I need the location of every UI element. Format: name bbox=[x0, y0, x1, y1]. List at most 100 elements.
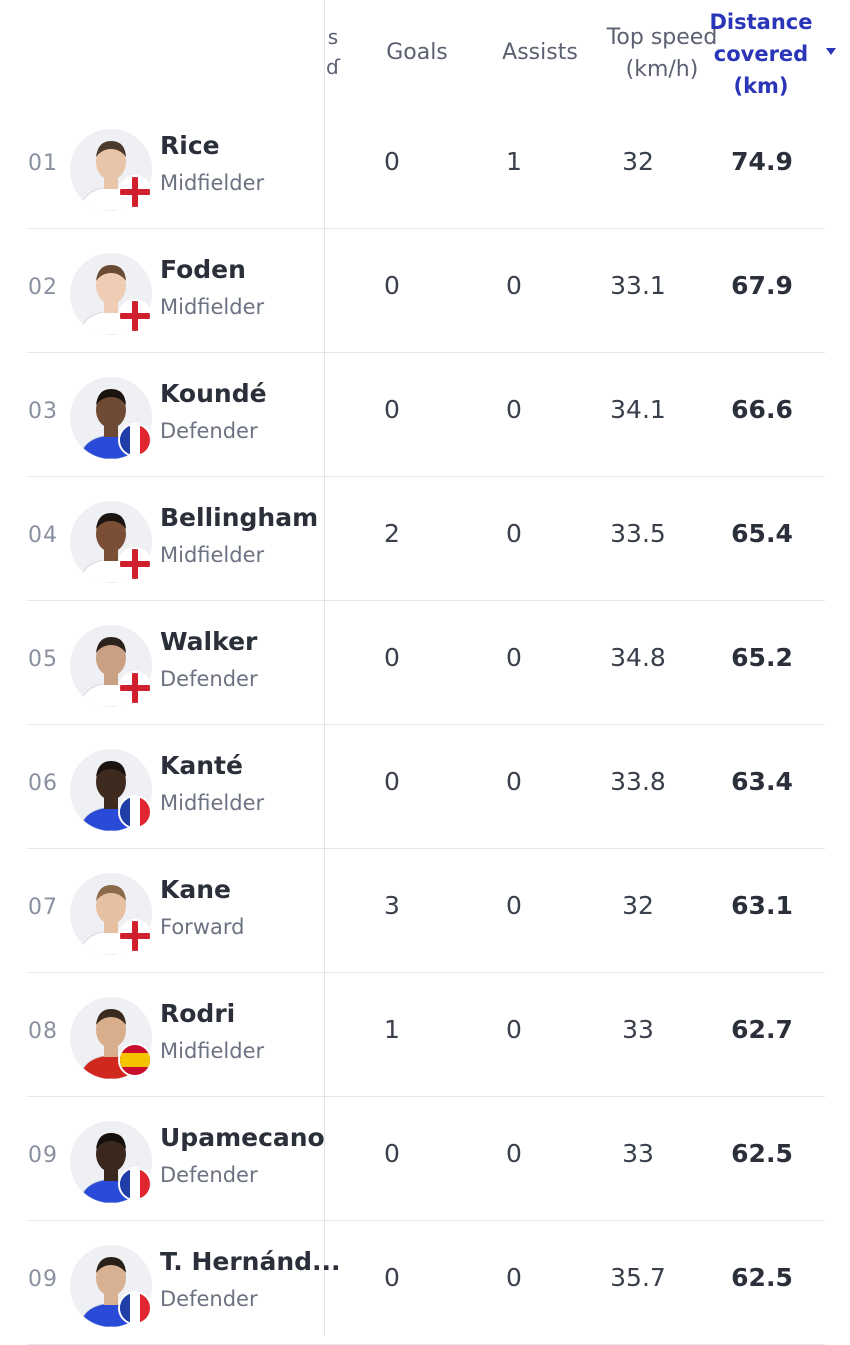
row-divider bbox=[27, 352, 825, 353]
player-position: Midfielder bbox=[160, 543, 265, 567]
player-name[interactable]: Rodri bbox=[160, 999, 236, 1028]
assists-value: 0 bbox=[506, 1015, 522, 1044]
assists-value: 1 bbox=[506, 147, 522, 176]
player-rank: 01 bbox=[28, 151, 58, 176]
france-flag-icon bbox=[118, 423, 152, 457]
top-speed-value: 33 bbox=[622, 1015, 654, 1044]
england-flag-icon bbox=[118, 919, 152, 953]
row-divider bbox=[27, 228, 825, 229]
distance-header-label: Distance covered (km) bbox=[709, 10, 813, 98]
england-flag-icon bbox=[118, 175, 152, 209]
table-row[interactable]: 06 Kanté Midfielder 0 0 33.8 63.4 bbox=[0, 725, 850, 849]
player-avatar bbox=[70, 377, 152, 459]
player-avatar bbox=[70, 253, 152, 335]
table-row[interactable]: 09 Upamecano Defender 0 0 33 62.5 bbox=[0, 1097, 850, 1221]
distance-value: 62.5 bbox=[731, 1263, 793, 1292]
top-speed-header-label: Top speed (km/h) bbox=[606, 25, 718, 82]
player-name[interactable]: Kane bbox=[160, 875, 231, 904]
player-name[interactable]: Walker bbox=[160, 627, 258, 656]
top-speed-column-header[interactable]: Top speed (km/h) bbox=[600, 22, 724, 86]
row-divider bbox=[27, 1096, 825, 1097]
top-speed-value: 33 bbox=[622, 1139, 654, 1168]
england-flag-icon bbox=[118, 547, 152, 581]
player-position: Midfielder bbox=[160, 295, 265, 319]
row-divider bbox=[27, 600, 825, 601]
table-row[interactable]: 03 Koundé Defender 0 0 34.1 66.6 bbox=[0, 353, 850, 477]
top-speed-value: 33.5 bbox=[610, 519, 666, 548]
player-position: Midfielder bbox=[160, 171, 265, 195]
row-divider bbox=[27, 848, 825, 849]
table-row[interactable]: 09 T. Hernánd... Defender 0 0 35.7 62.5 bbox=[0, 1221, 850, 1345]
assists-value: 0 bbox=[506, 1139, 522, 1168]
assists-column-header[interactable]: Assists bbox=[502, 40, 578, 65]
row-divider bbox=[27, 476, 825, 477]
goals-column-header[interactable]: Goals bbox=[386, 40, 448, 65]
assists-value: 0 bbox=[506, 519, 522, 548]
row-divider bbox=[27, 724, 825, 725]
distance-value: 74.9 bbox=[731, 147, 793, 176]
table-row[interactable]: 08 Rodri Midfielder 1 0 33 62.7 bbox=[0, 973, 850, 1097]
assists-value: 0 bbox=[506, 395, 522, 424]
goals-value: 0 bbox=[384, 395, 400, 424]
table-row[interactable]: 04 Bellingham Midfielder 2 0 33.5 65.4 bbox=[0, 477, 850, 601]
player-position: Forward bbox=[160, 915, 245, 939]
goals-value: 1 bbox=[384, 1015, 400, 1044]
top-speed-value: 34.8 bbox=[610, 643, 666, 672]
distance-value: 67.9 bbox=[731, 271, 793, 300]
england-flag-icon bbox=[118, 671, 152, 705]
distance-value: 62.5 bbox=[731, 1139, 793, 1168]
goals-value: 0 bbox=[384, 643, 400, 672]
player-position: Defender bbox=[160, 419, 258, 443]
goals-value: 0 bbox=[384, 1139, 400, 1168]
player-rank: 03 bbox=[28, 399, 58, 424]
goals-value: 0 bbox=[384, 147, 400, 176]
goals-value: 0 bbox=[384, 1263, 400, 1292]
player-name[interactable]: T. Hernánd... bbox=[160, 1247, 341, 1276]
assists-value: 0 bbox=[506, 1263, 522, 1292]
distance-column-header[interactable]: Distance covered (km) bbox=[700, 6, 822, 102]
player-name[interactable]: Upamecano bbox=[160, 1123, 325, 1152]
top-speed-value: 33.8 bbox=[610, 767, 666, 796]
france-flag-icon bbox=[118, 795, 152, 829]
goals-value: 2 bbox=[384, 519, 400, 548]
player-name[interactable]: Rice bbox=[160, 131, 220, 160]
table-row[interactable]: 01 Rice Midfielder 0 1 32 74.9 bbox=[0, 105, 850, 229]
player-rank: 08 bbox=[28, 1019, 58, 1044]
player-name[interactable]: Koundé bbox=[160, 379, 267, 408]
player-rank: 06 bbox=[28, 771, 58, 796]
assists-value: 0 bbox=[506, 271, 522, 300]
goals-value: 0 bbox=[384, 271, 400, 300]
goals-value: 0 bbox=[384, 767, 400, 796]
player-name[interactable]: Kanté bbox=[160, 751, 243, 780]
column-divider bbox=[324, 0, 325, 1336]
player-rank: 02 bbox=[28, 275, 58, 300]
player-position: Defender bbox=[160, 667, 258, 691]
england-flag-icon bbox=[118, 299, 152, 333]
player-name[interactable]: Bellingham bbox=[160, 503, 319, 532]
top-speed-value: 33.1 bbox=[610, 271, 666, 300]
france-flag-icon bbox=[118, 1291, 152, 1325]
sort-descending-icon[interactable] bbox=[826, 48, 836, 55]
player-name[interactable]: Foden bbox=[160, 255, 246, 284]
row-divider bbox=[27, 972, 825, 973]
distance-value: 66.6 bbox=[731, 395, 793, 424]
distance-value: 62.7 bbox=[731, 1015, 793, 1044]
player-position: Midfielder bbox=[160, 1039, 265, 1063]
table-row[interactable]: 05 Walker Defender 0 0 34.8 65.2 bbox=[0, 601, 850, 725]
table-row[interactable]: 02 Foden Midfielder 0 0 33.1 67.9 bbox=[0, 229, 850, 353]
distance-value: 63.4 bbox=[731, 767, 793, 796]
assists-value: 0 bbox=[506, 891, 522, 920]
distance-value: 65.4 bbox=[731, 519, 793, 548]
row-divider bbox=[27, 1220, 825, 1221]
top-speed-value: 35.7 bbox=[610, 1263, 666, 1292]
player-rank: 05 bbox=[28, 647, 58, 672]
player-position: Defender bbox=[160, 1287, 258, 1311]
distance-value: 63.1 bbox=[731, 891, 793, 920]
player-rank: 04 bbox=[28, 523, 58, 548]
top-speed-value: 34.1 bbox=[610, 395, 666, 424]
table-row[interactable]: 07 Kane Forward 3 0 32 63.1 bbox=[0, 849, 850, 973]
assists-value: 0 bbox=[506, 767, 522, 796]
player-avatar bbox=[70, 997, 152, 1079]
